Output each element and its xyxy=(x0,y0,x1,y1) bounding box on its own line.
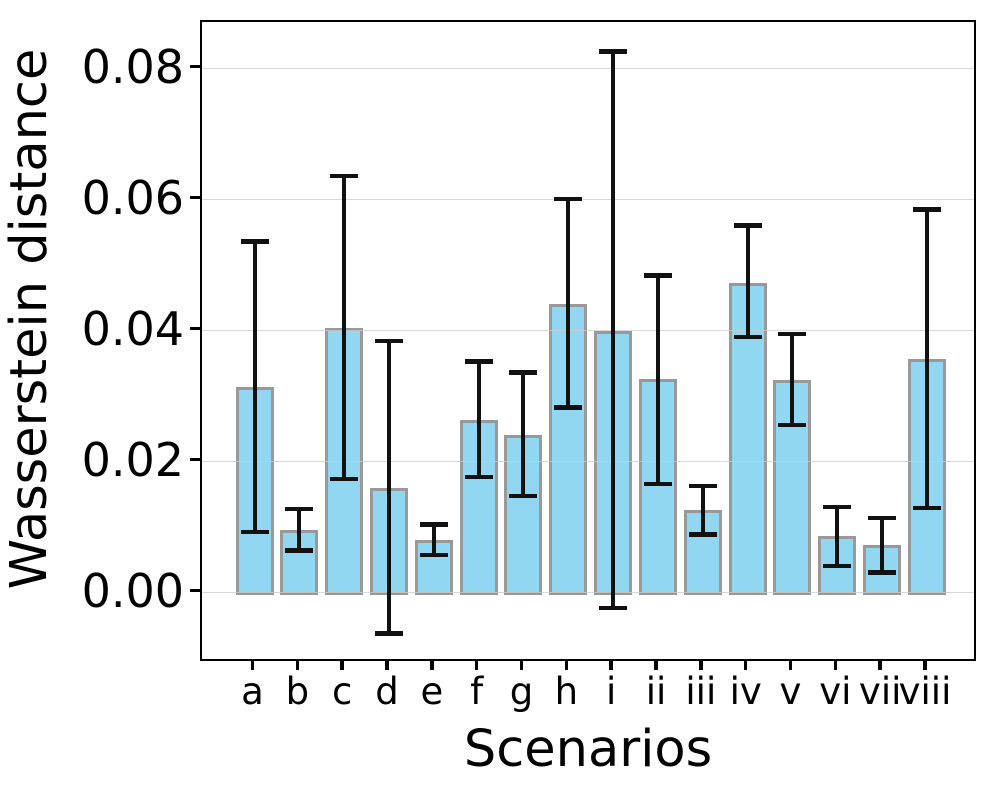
y-tick-mark xyxy=(190,457,200,462)
x-tick-label-iii: iii xyxy=(685,670,717,713)
x-tick-label-vi: vi xyxy=(819,670,852,713)
y-tick-label: 0.08 xyxy=(81,39,184,94)
error-bar-line-b xyxy=(297,508,302,551)
x-tick-label-e: e xyxy=(420,670,444,713)
x-tick-label-vii: vii xyxy=(858,670,902,713)
x-tick-label-ii: ii xyxy=(645,670,667,713)
x-tick-mark xyxy=(699,661,703,670)
error-bar-cap-bottom-h xyxy=(554,405,583,410)
x-tick-label-a: a xyxy=(241,670,264,713)
x-tick-mark xyxy=(385,661,389,670)
x-tick-mark xyxy=(430,661,434,670)
error-bar-cap-bottom-ii xyxy=(643,481,672,487)
error-bar-cap-bottom-e xyxy=(419,552,448,558)
error-bar-line-i xyxy=(611,51,616,609)
grid-line xyxy=(202,198,974,201)
bar-v xyxy=(773,380,812,595)
error-bar-cap-top-iv xyxy=(733,223,762,228)
error-bar-cap-top-vi xyxy=(823,504,852,510)
error-bar-cap-bottom-g xyxy=(509,493,538,499)
x-tick-label-d: d xyxy=(375,670,399,713)
error-bar-cap-top-a xyxy=(240,239,269,244)
x-tick-mark xyxy=(474,661,479,670)
y-tick-mark xyxy=(190,195,200,200)
error-bar-cap-bottom-vi xyxy=(823,563,852,569)
grid-line xyxy=(202,67,974,70)
x-tick-mark xyxy=(295,661,300,670)
error-bar-line-f xyxy=(476,361,481,478)
y-tick-mark xyxy=(190,64,200,69)
plot-area xyxy=(200,20,976,661)
x-tick-label-iv: iv xyxy=(729,670,762,713)
y-tick-label: 0.02 xyxy=(81,432,184,487)
error-bar-cap-top-h xyxy=(554,196,583,202)
error-bar-cap-bottom-vii xyxy=(868,570,897,575)
x-axis-label: Scenarios xyxy=(463,720,713,779)
error-bar-cap-bottom-viii xyxy=(912,505,941,511)
grid-line xyxy=(202,329,974,332)
x-tick-label-i: i xyxy=(606,670,617,713)
x-tick-mark xyxy=(878,661,882,670)
y-tick-label: 0.04 xyxy=(81,301,184,356)
error-bar-line-c xyxy=(342,175,347,480)
error-bar-cap-top-v xyxy=(778,331,807,337)
error-bar-line-a xyxy=(252,241,257,533)
error-bar-cap-bottom-i xyxy=(599,605,628,611)
x-tick-mark xyxy=(609,661,613,670)
error-bar-cap-top-e xyxy=(419,522,448,527)
error-bar-cap-bottom-f xyxy=(464,474,493,480)
error-bar-line-h xyxy=(566,198,571,408)
grid-line xyxy=(202,591,974,594)
x-tick-mark xyxy=(743,661,748,670)
error-bar-line-g xyxy=(521,372,526,497)
y-tick-label: 0.00 xyxy=(81,563,184,618)
error-bar-cap-top-ii xyxy=(643,273,672,278)
error-bar-cap-top-c xyxy=(330,173,359,179)
error-bar-cap-bottom-a xyxy=(240,529,269,535)
y-tick-label: 0.06 xyxy=(81,170,184,225)
x-tick-mark xyxy=(788,661,793,670)
x-tick-label-b: b xyxy=(285,670,310,713)
error-bar-line-iv xyxy=(745,225,750,338)
error-bar-line-ii xyxy=(655,275,660,485)
x-tick-label-c: c xyxy=(331,670,353,713)
error-bar-cap-top-b xyxy=(285,506,314,512)
error-bar-cap-bottom-d xyxy=(374,631,403,636)
grid-line xyxy=(202,460,974,463)
error-bar-cap-top-viii xyxy=(912,207,941,212)
x-tick-mark xyxy=(654,661,658,670)
x-tick-mark xyxy=(833,661,838,670)
error-bar-cap-top-i xyxy=(599,49,628,54)
error-bar-line-d xyxy=(386,340,391,634)
error-bar-line-vii xyxy=(880,517,885,573)
error-bar-cap-top-g xyxy=(509,370,538,375)
x-tick-mark xyxy=(340,661,344,670)
error-bar-cap-top-vii xyxy=(868,515,897,521)
x-tick-label-f: f xyxy=(470,670,484,713)
error-bar-cap-bottom-c xyxy=(330,476,359,482)
error-bar-cap-bottom-b xyxy=(285,548,314,553)
x-tick-mark xyxy=(519,661,524,670)
error-bar-line-e xyxy=(431,524,436,556)
y-tick-mark xyxy=(190,326,200,331)
error-bar-cap-top-d xyxy=(374,338,403,344)
error-bar-line-iii xyxy=(700,485,705,535)
error-bar-line-viii xyxy=(924,209,929,509)
error-bar-cap-bottom-v xyxy=(778,422,807,428)
x-tick-label-h: h xyxy=(554,670,579,713)
x-tick-mark xyxy=(923,661,927,670)
error-bar-cap-bottom-iv xyxy=(733,334,762,340)
error-bar-line-v xyxy=(790,333,795,426)
error-bar-cap-bottom-iii xyxy=(688,532,717,537)
x-tick-label-g: g xyxy=(509,670,534,713)
x-tick-mark xyxy=(564,661,569,670)
x-tick-label-v: v xyxy=(779,670,802,713)
error-bar-cap-top-f xyxy=(464,359,493,364)
error-bar-cap-top-iii xyxy=(688,483,717,489)
error-bar-line-vi xyxy=(835,506,840,567)
x-tick-mark xyxy=(250,661,255,670)
x-tick-label-viii: viii xyxy=(898,670,952,713)
y-tick-mark xyxy=(190,588,200,593)
